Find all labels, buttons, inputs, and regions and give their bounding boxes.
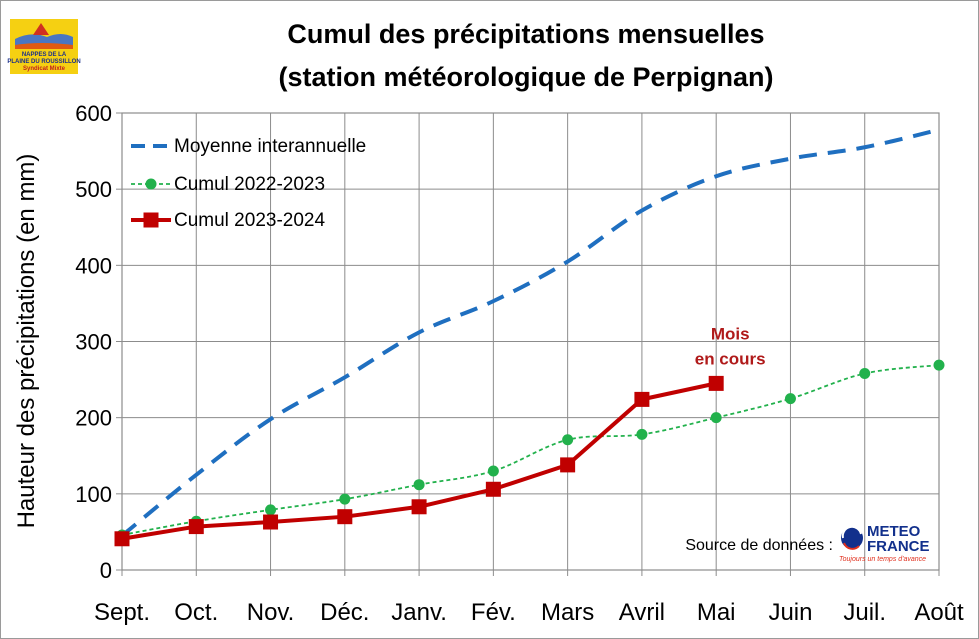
logo-mountain <box>33 23 49 35</box>
y-tick-label: 600 <box>75 101 112 126</box>
data-point-2023 <box>634 391 650 407</box>
globe-arc <box>841 525 862 539</box>
annotation-mois-en-cours: Mois en cours <box>695 324 766 368</box>
x-tick-label: Fév. <box>471 599 516 626</box>
logo-waves <box>15 34 73 45</box>
data-point-2023 <box>485 481 501 497</box>
y-tick-label: 0 <box>100 558 112 583</box>
source-label: Source de données : <box>685 537 833 554</box>
data-point-2023 <box>114 531 130 547</box>
legend-marker-2022 <box>145 178 157 190</box>
y-tick-label: 300 <box>75 330 112 355</box>
x-tick-label: Sept. <box>94 599 150 626</box>
data-point-2023 <box>411 499 427 515</box>
data-point-2022 <box>562 434 574 446</box>
x-tick-label: Avril <box>619 599 665 626</box>
legend-label-2022: Cumul 2022-2023 <box>174 174 325 195</box>
legend-label-2023: Cumul 2023-2024 <box>174 210 325 231</box>
annotation-line-1: Mois <box>711 324 750 343</box>
x-tick-label: Juin <box>768 599 812 626</box>
data-point-2022 <box>710 412 722 424</box>
x-tick-label: Mai <box>697 599 736 626</box>
logo-line-1: NAPPES DE LA <box>22 52 67 58</box>
meteo-france-line-1: METEO <box>867 523 921 540</box>
logo-line-3: Syndicat Mixte <box>23 66 66 72</box>
x-tick-label: Oct. <box>174 599 218 626</box>
x-tick-label: Janv. <box>391 599 447 626</box>
logo-hills <box>15 43 73 49</box>
data-point-2022 <box>933 359 945 371</box>
legend-label-moyenne: Moyenne interannuelle <box>174 136 366 157</box>
data-point-2022 <box>413 479 425 491</box>
data-point-2022 <box>265 504 277 516</box>
data-source: Source de données : METEO FRANCE Toujour… <box>685 523 929 563</box>
x-tick-label: Juil. <box>843 599 886 626</box>
x-tick-label: Mars <box>541 599 594 626</box>
y-tick-label: 200 <box>75 406 112 431</box>
data-point-2023 <box>560 457 576 473</box>
legend-item-2022: Cumul 2022-2023 <box>131 174 325 195</box>
series-2 <box>114 375 724 547</box>
x-axis-ticks: Sept. Oct. Nov. Déc. Janv. Fév. Mars Avril Mai Ju… <box>94 570 964 626</box>
data-point-2022 <box>636 428 648 440</box>
data-point-2023 <box>263 514 279 530</box>
data-point-2022 <box>339 493 351 505</box>
y-axis-ticks: 0 100 200 300 400 500 600 <box>75 101 122 583</box>
y-axis-label: Hauteur des précipitations (en mm) <box>13 154 40 529</box>
x-tick-label: Nov. <box>247 599 295 626</box>
chart-title-line-1: Cumul des précipitations mensuelles <box>287 19 764 49</box>
x-tick-label: Août <box>914 599 964 626</box>
gridlines <box>122 113 939 570</box>
annotation-line-2: en cours <box>695 349 766 368</box>
y-tick-label: 100 <box>75 482 112 507</box>
legend-item-2023: Cumul 2023-2024 <box>131 210 325 231</box>
meteo-france-logo: METEO FRANCE Toujours un temps d'avance <box>839 523 930 563</box>
meteo-france-globe-icon <box>841 527 863 549</box>
data-point-2022 <box>487 465 499 477</box>
series <box>114 127 945 547</box>
data-point-2022 <box>859 367 871 379</box>
meteo-france-line-2: FRANCE <box>867 538 930 555</box>
data-point-2022 <box>784 393 796 405</box>
y-tick-label: 500 <box>75 177 112 202</box>
legend-marker-2023 <box>143 212 159 228</box>
globe-arc-red <box>843 542 860 550</box>
x-tick-label: Déc. <box>320 599 369 626</box>
nappes-roussillon-logo: NAPPES DE LA PLAINE DU ROUSSILLON Syndic… <box>7 19 81 74</box>
chart-title-line-2: (station météorologique de Perpignan) <box>278 62 773 92</box>
series-0 <box>120 127 940 538</box>
y-tick-label: 400 <box>75 253 112 278</box>
data-point-2023 <box>337 509 353 525</box>
meteo-france-tagline: Toujours un temps d'avance <box>839 556 926 563</box>
logo-line-2: PLAINE DU ROUSSILLON <box>7 59 80 65</box>
series-line-moyenne <box>120 127 940 538</box>
legend: Moyenne interannuelle Cumul 2022-2023 Cu… <box>131 136 366 231</box>
legend-item-moyenne: Moyenne interannuelle <box>131 136 366 157</box>
data-point-2023 <box>188 519 204 535</box>
data-point-2023 <box>708 375 724 391</box>
